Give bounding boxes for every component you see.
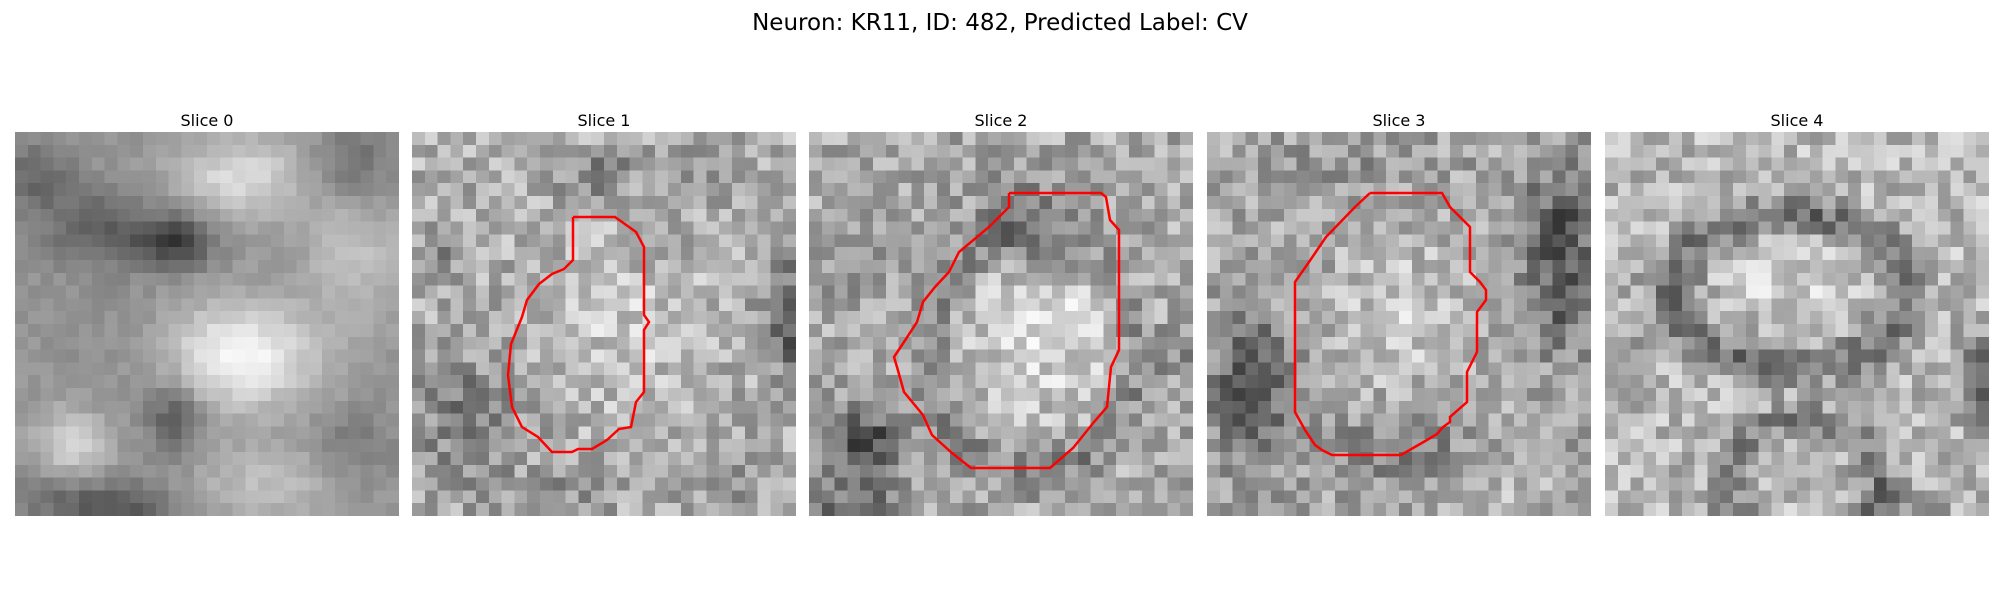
slice-pixel-grid [1605, 132, 1989, 516]
slice-title: Slice 2 [974, 111, 1028, 130]
slice-panel-2: Slice 2 [809, 112, 1193, 516]
slice-title: Slice 3 [1372, 111, 1426, 130]
slice-panel-4: Slice 4 [1605, 112, 1989, 516]
slice-image [1207, 132, 1591, 516]
slice-pixel-grid [15, 132, 399, 516]
slice-panel-0: Slice 0 [15, 112, 399, 516]
slice-image [809, 132, 1193, 516]
slice-pixel-grid [1207, 132, 1591, 516]
slice-panel-3: Slice 3 [1207, 112, 1591, 516]
slice-panel-1: Slice 1 [412, 112, 796, 516]
roi-outline [506, 215, 651, 454]
slice-pixel-grid [412, 132, 796, 516]
slice-image [412, 132, 796, 516]
roi-outline [892, 191, 1121, 470]
roi-outline-overlay [1293, 191, 1488, 457]
roi-outline-overlay [506, 215, 651, 454]
figure-title: Neuron: KR11, ID: 482, Predicted Label: … [752, 10, 1248, 36]
slice-title: Slice 1 [577, 111, 631, 130]
slice-image [1605, 132, 1989, 516]
roi-outline [1293, 191, 1488, 457]
slice-pixel-grid [809, 132, 1193, 516]
slice-image [15, 132, 399, 516]
slice-title: Slice 0 [180, 111, 234, 130]
roi-outline-overlay [892, 191, 1121, 470]
slice-title: Slice 4 [1770, 111, 1824, 130]
